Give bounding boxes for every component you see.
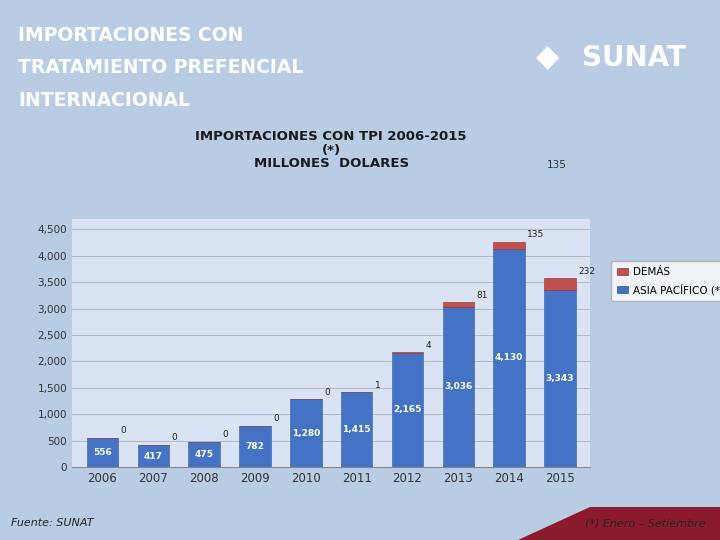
Text: ◆: ◆ [536, 44, 559, 72]
Text: 2,165: 2,165 [393, 406, 422, 414]
Text: 0: 0 [274, 414, 279, 423]
Text: (*) Enero – Setiembre: (*) Enero – Setiembre [585, 518, 706, 528]
Text: 417: 417 [144, 451, 163, 461]
Bar [544, 278, 576, 291]
Text: 0: 0 [121, 426, 127, 435]
Polygon shape [518, 507, 720, 540]
Text: IMPORTACIONES CON: IMPORTACIONES CON [18, 25, 243, 44]
Text: 81: 81 [477, 291, 488, 300]
Text: 1,280: 1,280 [292, 429, 320, 438]
Bar [341, 393, 372, 467]
Text: 3,343: 3,343 [546, 374, 574, 383]
Text: IMPORTACIONES CON TPI 2006-2015: IMPORTACIONES CON TPI 2006-2015 [195, 130, 467, 143]
Text: TRATAMIENTO PREFENCIAL: TRATAMIENTO PREFENCIAL [18, 58, 303, 77]
Legend: DEMÁS, ASIA PACÍFICO (*): DEMÁS, ASIA PACÍFICO (*) [611, 261, 720, 301]
Text: 1: 1 [375, 381, 381, 390]
Bar [239, 426, 271, 467]
Text: 475: 475 [194, 450, 214, 459]
Text: MILLONES  DOLARES: MILLONES DOLARES [253, 157, 409, 170]
Text: 556: 556 [93, 448, 112, 457]
Bar [86, 438, 118, 467]
Text: INTERNACIONAL: INTERNACIONAL [18, 91, 190, 110]
Text: 1,415: 1,415 [343, 425, 371, 434]
Text: SUNAT: SUNAT [582, 44, 685, 72]
Bar [392, 353, 423, 467]
Text: 0: 0 [222, 430, 228, 440]
Text: 3,036: 3,036 [444, 382, 472, 392]
Bar [443, 302, 474, 307]
Text: (*): (*) [322, 144, 341, 157]
Bar [493, 242, 525, 249]
Text: 782: 782 [246, 442, 264, 451]
Text: Fuente: SUNAT: Fuente: SUNAT [11, 518, 94, 528]
Text: 4: 4 [426, 341, 431, 350]
Text: 0: 0 [171, 434, 177, 442]
Bar [189, 442, 220, 467]
Text: 135: 135 [547, 160, 567, 170]
Bar [290, 400, 322, 467]
Text: 135: 135 [527, 230, 544, 239]
Text: 0: 0 [324, 388, 330, 397]
Bar [138, 445, 169, 467]
Text: 232: 232 [578, 267, 595, 275]
Bar [544, 291, 576, 467]
Bar [493, 249, 525, 467]
Text: 4,130: 4,130 [495, 354, 523, 362]
Bar [443, 307, 474, 467]
